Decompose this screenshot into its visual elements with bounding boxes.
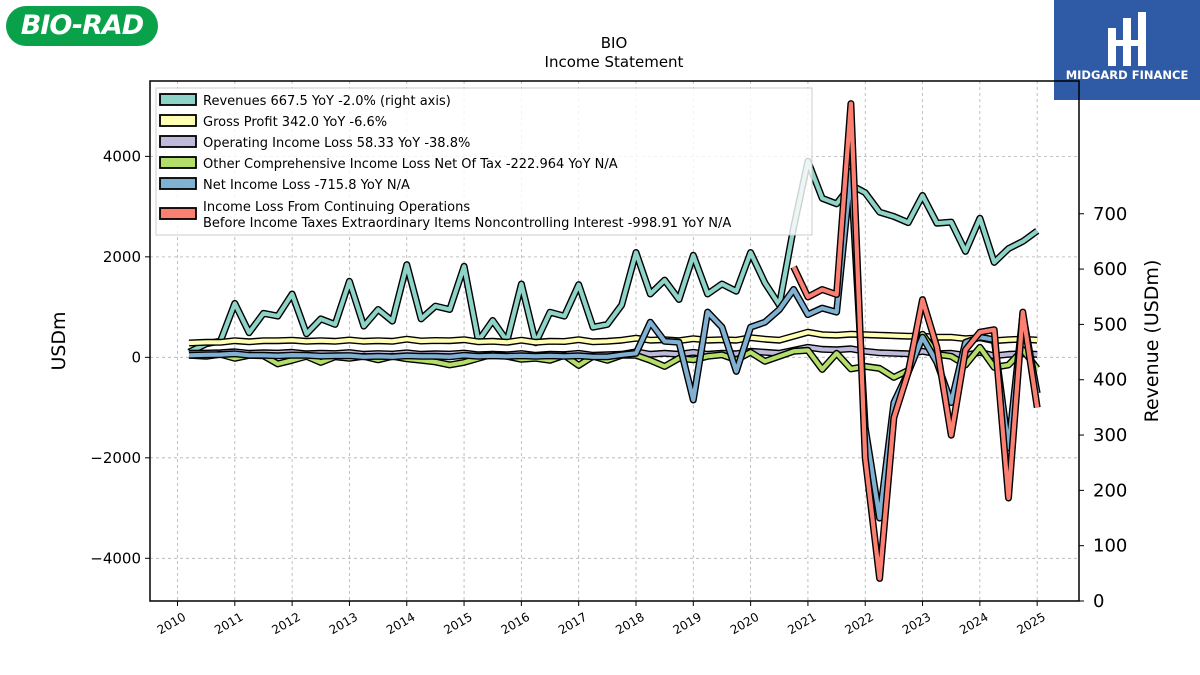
legend: Revenues 667.5 YoY -2.0% (right axis) Gro…	[155, 87, 813, 236]
series-line-revenues	[188, 159, 1039, 354]
y-tick-label-right: 700	[1093, 204, 1127, 225]
y-tick-label-right: 600	[1093, 259, 1127, 280]
x-tick-label: 2014	[384, 610, 417, 637]
legend-label-net-income: Net Income Loss -715.8 YoY N/A	[203, 178, 410, 193]
plot-frame	[149, 80, 1080, 602]
y-tick-label-left: −4000	[90, 549, 141, 567]
series-line-net-income	[188, 169, 1040, 521]
x-tick-label: 2022	[843, 610, 876, 637]
legend-swatch-operating-income	[159, 135, 197, 148]
x-tick-label: 2011	[212, 610, 245, 637]
series-layer	[187, 100, 1041, 582]
midgard-mark-icon	[1108, 12, 1146, 66]
legend-label-other-comprehensive: Other Comprehensive Income Loss Net Of T…	[203, 157, 618, 172]
y-axis-label-left: USDm	[48, 311, 70, 370]
legend-label-operating-income: Operating Income Loss 58.33 YoY -38.8%	[203, 136, 470, 151]
x-tick-label: 2018	[613, 610, 646, 637]
y-tick-label-right: 200	[1093, 480, 1127, 501]
x-tick-label: 2016	[499, 610, 532, 637]
y-tick-label-right: 500	[1093, 314, 1127, 335]
x-tick-label: 2025	[1014, 610, 1047, 637]
y-tick-label-left: 4000	[103, 147, 141, 165]
legend-swatch-other-comprehensive	[159, 156, 197, 169]
x-tick-label: 2015	[441, 610, 474, 637]
legend-swatch-revenues	[159, 93, 197, 106]
legend-swatch-income-before-tax	[159, 207, 197, 220]
legend-swatch-net-income	[159, 177, 197, 190]
x-tick-label: 2024	[957, 610, 990, 637]
x-tick-label: 2010	[155, 610, 188, 637]
x-tick-label: 2023	[900, 610, 933, 637]
x-tick-label: 2020	[728, 610, 761, 637]
chart-subtitle: Income Statement	[545, 53, 684, 71]
legend-swatch-gross-profit	[159, 114, 197, 127]
y-tick-label-right: 300	[1093, 425, 1127, 446]
x-tick-label: 2013	[327, 610, 360, 637]
x-tick-label: 2021	[785, 610, 818, 637]
legend-box	[155, 87, 813, 236]
y-tick-label-right: 400	[1093, 370, 1127, 391]
legend-label-income-before-tax: Income Loss From Continuing Operations Be…	[203, 200, 731, 231]
y-tick-label-right: 100	[1093, 536, 1127, 557]
y-axis-label-right: Revenue (USDm)	[1141, 260, 1163, 423]
x-tick-label: 2012	[269, 610, 302, 637]
chart-title: BIO	[601, 34, 628, 52]
series-line-gross-profit	[188, 330, 1038, 346]
series-line-income-before-tax	[791, 101, 1040, 581]
legend-label-gross-profit: Gross Profit 342.0 YoY -6.6%	[203, 115, 387, 130]
x-tick-label: 2019	[671, 610, 704, 637]
y-tick-label-left: −2000	[90, 449, 141, 467]
y-tick-label-left: 0	[131, 348, 141, 366]
legend-label-revenues: Revenues 667.5 YoY -2.0% (right axis)	[203, 94, 451, 109]
y-tick-label-left: 2000	[103, 248, 141, 266]
bio-rad-logo: BIO-RAD	[6, 6, 158, 46]
y-tick-label-right: 0	[1093, 591, 1104, 612]
x-tick-label: 2017	[556, 610, 589, 637]
midgard-finance-name: MIDGARD FINANCE	[1065, 68, 1189, 82]
